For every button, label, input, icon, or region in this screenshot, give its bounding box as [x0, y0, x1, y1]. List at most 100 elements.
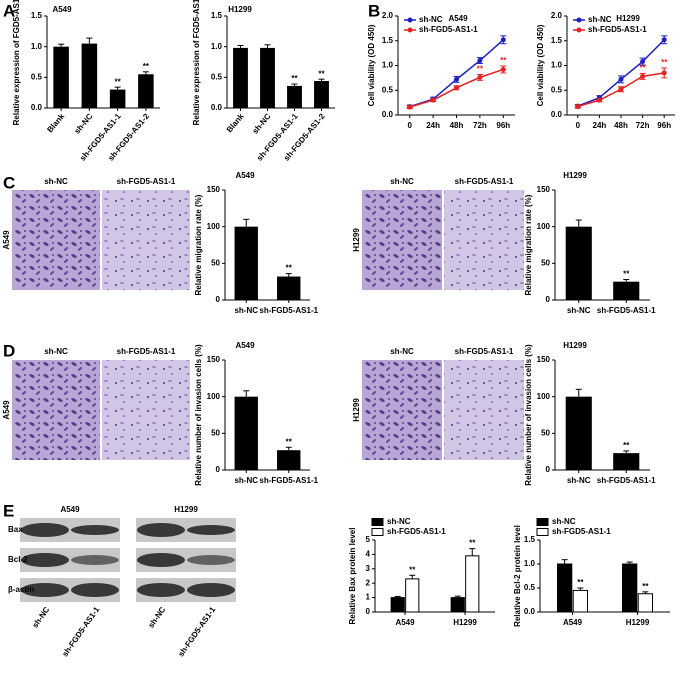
blot-band: [71, 583, 119, 597]
y-tick-label: 0.0: [31, 103, 43, 112]
y-axis-label: Relative expression of FGD5-AS1: [12, 0, 21, 125]
blot-lane-label: sh-NC: [30, 605, 51, 630]
micrograph-label: sh-FGD5-AS1-1: [455, 177, 514, 186]
y-tick-label: 1.0: [551, 61, 563, 70]
y-tick-label: 0: [366, 607, 371, 616]
bar: [233, 47, 248, 108]
marker: [575, 104, 581, 110]
y-tick-label: 150: [207, 185, 221, 194]
legend-label: sh-FGD5-AS1-1: [588, 25, 647, 34]
bar: [572, 589, 589, 613]
legend-label: sh-FGD5-AS1-1: [387, 527, 446, 536]
y-axis-label: Relative Bcl-2 protein level: [513, 525, 522, 627]
x-tick-label: sh-NC: [234, 476, 258, 485]
micrograph: [362, 360, 442, 460]
marker: [618, 76, 624, 82]
significance: **: [115, 77, 122, 86]
significance: **: [623, 270, 630, 279]
blot-band: [187, 555, 235, 565]
y-tick-label: 1.5: [382, 36, 394, 45]
marker: [407, 104, 413, 110]
significance: **: [291, 74, 298, 83]
x-tick-label: 96h: [496, 121, 510, 130]
blot-cell-line: H1299: [174, 505, 198, 514]
x-tick-label: sh-NC: [251, 112, 273, 136]
x-tick-label: 72h: [473, 121, 487, 130]
bar: [613, 453, 640, 470]
legend-swatch: [536, 528, 549, 536]
significance: **: [318, 69, 325, 78]
panel-letter: B: [368, 1, 380, 20]
bar: [465, 555, 480, 613]
y-tick-label: 150: [537, 355, 551, 364]
bar: [390, 597, 405, 613]
y-tick-label: 150: [207, 355, 221, 364]
blot-lane-label: sh-NC: [146, 605, 167, 630]
x-tick-label: H1299: [626, 618, 650, 627]
y-tick-label: 1.5: [551, 36, 563, 45]
y-axis-label: Cell viability (OD 450): [367, 24, 376, 106]
bar: [450, 597, 465, 613]
micrograph-label: sh-FGD5-AS1-1: [117, 177, 176, 186]
blot-band: [71, 555, 119, 565]
y-tick-label: 0: [216, 295, 221, 304]
y-tick-label: 3: [366, 564, 371, 573]
bar: [621, 563, 638, 613]
x-tick-label: 0: [576, 121, 581, 130]
x-tick-label: H1299: [453, 618, 477, 627]
bar: [314, 81, 329, 108]
cell-line-label: H1299: [352, 398, 361, 422]
y-tick-label: 2.0: [382, 11, 394, 20]
y-tick-label: 50: [541, 428, 550, 437]
x-tick-label: 24h: [593, 121, 607, 130]
marker: [640, 73, 646, 79]
chart-title: H1299: [563, 171, 587, 180]
panel-letter: E: [3, 501, 14, 520]
bar: [556, 563, 573, 613]
y-tick-label: 1.0: [382, 61, 394, 70]
micrograph: [444, 360, 524, 460]
marker: [661, 70, 667, 76]
x-tick-label: sh-FGD5-AS1-1: [259, 476, 318, 485]
x-tick-label: 48h: [450, 121, 464, 130]
x-tick-label: sh-NC: [72, 112, 94, 136]
y-tick-label: 0.0: [211, 103, 223, 112]
significance: **: [409, 565, 416, 574]
y-tick-label: 0.5: [31, 72, 43, 81]
micrograph-label: sh-FGD5-AS1-1: [455, 347, 514, 356]
y-tick-label: 50: [211, 428, 220, 437]
chart-title: A549: [235, 341, 255, 350]
bar: [277, 450, 301, 470]
y-tick-label: 50: [211, 258, 220, 267]
y-tick-label: 1.0: [211, 42, 223, 51]
micrograph: [444, 190, 524, 290]
x-tick-label: sh-FGD5-AS1-1: [259, 306, 318, 315]
cell-line-label: H1299: [352, 228, 361, 252]
marker: [430, 97, 436, 103]
legend-swatch: [371, 518, 384, 526]
marker: [596, 97, 602, 103]
x-tick-label: sh-FGD5-AS1-1: [597, 306, 656, 315]
y-tick-label: 0.5: [211, 72, 223, 81]
legend-label: sh-FGD5-AS1-1: [419, 25, 478, 34]
y-axis-label: Relative Bax protein level: [348, 528, 357, 625]
y-tick-label: 50: [541, 258, 550, 267]
blot-band: [21, 523, 69, 537]
bar: [287, 85, 302, 108]
blot-lane-label: sh-FGD5-AS1-1: [60, 605, 101, 659]
x-tick-label: 48h: [614, 121, 628, 130]
micrograph: [102, 360, 190, 460]
y-axis-label: Relative migration rate (%): [194, 194, 203, 295]
legend-label: sh-NC: [419, 15, 443, 24]
y-tick-label: 100: [537, 392, 551, 401]
bar: [277, 276, 301, 300]
y-tick-label: 2.0: [551, 11, 563, 20]
blot-band: [137, 583, 185, 597]
y-tick-label: 1.5: [31, 11, 43, 20]
marker: [618, 86, 624, 92]
panel-letter: D: [3, 341, 15, 360]
blot-cell-line: A549: [60, 505, 80, 514]
y-axis-label: Relative expression of FGD5-AS1: [192, 0, 201, 125]
blot-band: [187, 525, 235, 535]
